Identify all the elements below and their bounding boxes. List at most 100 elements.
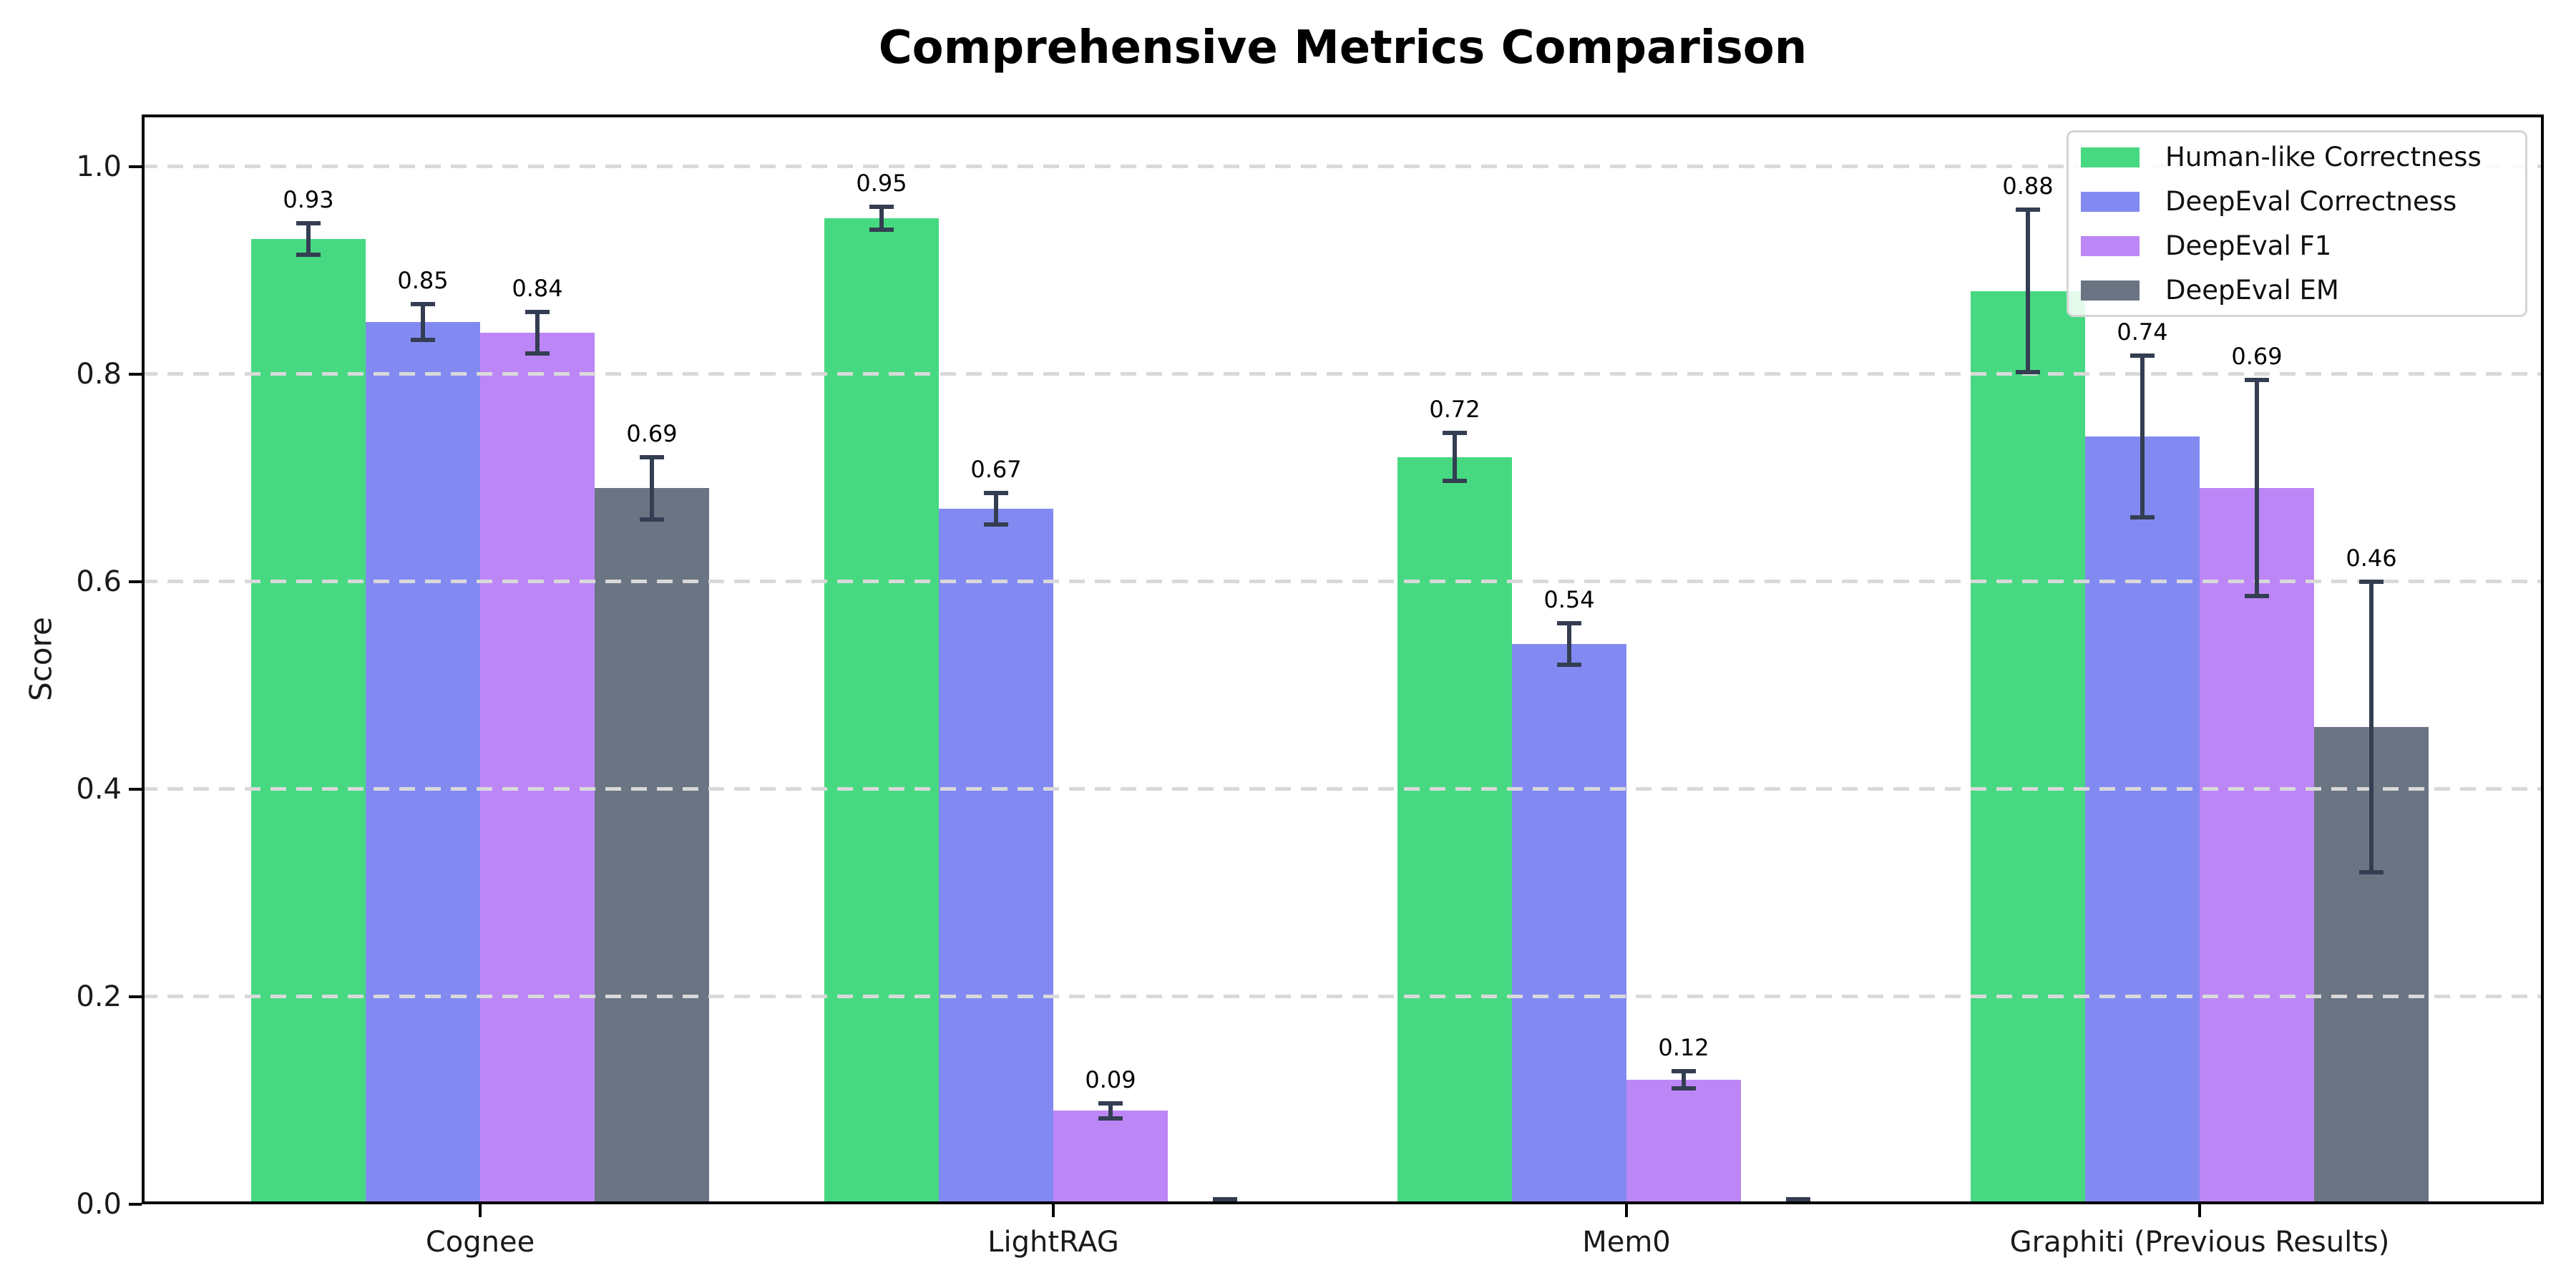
error-bar-cap [2245,378,2269,383]
error-bar-layer: 0.93 0.95 0.72 0.88 0.85 0.67 0.54 0.74 0.84 0.09… [142,114,2544,1204]
bar [939,509,1053,1204]
chart-title: Comprehensive Metrics Comparison [878,21,1807,74]
y-tick-mark [129,995,142,998]
error-bar-cap [1672,1069,1696,1074]
x-tick-mark [1052,1204,1055,1217]
gridline [142,372,2544,376]
plot-area: 0.93 0.95 0.72 0.88 0.85 0.67 0.54 0.74 0.84 0.09… [142,114,2544,1204]
x-tick-label: Cognee [425,1226,535,1259]
error-bar [2140,355,2145,517]
legend-label: DeepEval Correctness [2165,186,2457,217]
y-tick-mark [129,1203,142,1206]
bar [2085,436,2200,1204]
error-bar-cap [984,522,1008,527]
bar [251,239,366,1204]
legend-item: DeepEval EM [2069,268,2525,313]
error-bar-cap [869,228,894,232]
error-bar-cap [2130,353,2155,358]
gridline [142,787,2544,791]
bar [1512,643,1626,1204]
error-bar-cap [296,252,321,257]
y-tick-label: 0.6 [76,565,122,598]
error-bar [2369,581,2373,872]
y-tick-label: 1.0 [76,150,122,183]
gridline [142,995,2544,999]
error-bar [1108,1103,1113,1118]
value-label: 0.74 [2117,318,2168,346]
error-bar [650,457,654,519]
value-label: 0.85 [397,267,449,295]
x-tick-mark [1625,1204,1628,1217]
error-bar-cap [1098,1101,1123,1106]
error-bar-cap [1557,662,1581,667]
y-tick-label: 0.2 [76,980,122,1013]
left-spine [142,114,145,1204]
error-bar [1567,623,1571,665]
value-label: 0.54 [1543,585,1595,613]
y-tick-label: 0.0 [76,1188,122,1221]
error-bar [1453,433,1457,481]
legend-label: DeepEval EM [2165,275,2339,306]
value-label: 0.84 [512,274,563,302]
legend-label: DeepEval F1 [2165,230,2332,261]
error-bar [2255,380,2259,596]
value-label: 0.46 [2346,544,2397,572]
y-tick-mark [129,165,142,168]
error-bar-cap [1557,620,1581,625]
error-bar-cap [2359,579,2384,584]
bar [595,488,709,1204]
x-tick-label: Mem0 [1582,1226,1671,1259]
legend: Human-like Correctness DeepEval Correctne… [2067,130,2527,317]
error-bar-cap [1098,1116,1123,1121]
y-tick-mark [129,372,142,376]
y-tick-mark [129,580,142,583]
error-bar [1682,1071,1686,1088]
error-bar-cap [984,491,1008,496]
error-bar-cap [640,517,664,522]
top-spine [142,114,2544,117]
error-bar [421,304,425,340]
error-bar-cap [411,337,435,342]
bottom-spine [142,1201,2544,1204]
legend-swatch [2081,235,2140,256]
error-bar-cap [411,302,435,307]
error-bar [306,223,311,255]
y-tick-label: 0.4 [76,772,122,806]
value-label: 0.12 [1658,1034,1709,1062]
legend-swatch [2081,280,2140,301]
bar [1971,291,2085,1204]
legend-swatch [2081,191,2140,212]
bar [824,218,939,1204]
legend-item: DeepEval Correctness [2069,180,2525,224]
value-label: 0.95 [856,170,907,197]
error-bar-cap [296,221,321,226]
error-bar [535,311,540,353]
error-bar-cap [525,309,550,314]
error-bar [994,493,998,525]
error-bar [879,207,884,230]
x-tick-mark [2198,1204,2201,1217]
legend-item: Human-like Correctness [2069,135,2525,180]
legend-label: Human-like Correctness [2165,142,2482,172]
bar-layer [142,114,2544,1204]
error-bar-cap [2016,369,2040,374]
error-bar-cap [1443,431,1467,436]
error-bar-cap [2359,869,2384,874]
error-bar [2026,210,2030,372]
bar [2200,488,2314,1204]
error-bar-cap [640,454,664,459]
x-tick-label: Graphiti (Previous Results) [2009,1226,2390,1259]
y-tick-label: 0.8 [76,357,122,391]
bar [366,322,480,1204]
error-bar-cap [2016,208,2040,213]
x-tick-label: LightRAG [987,1226,1119,1259]
x-tick-mark [479,1204,482,1217]
right-spine [2541,114,2544,1204]
bar [480,332,595,1204]
bar [1053,1111,1168,1204]
gridline [142,580,2544,584]
value-label: 0.88 [2002,172,2054,200]
value-label: 0.72 [1429,396,1480,424]
error-bar-cap [1672,1085,1696,1091]
